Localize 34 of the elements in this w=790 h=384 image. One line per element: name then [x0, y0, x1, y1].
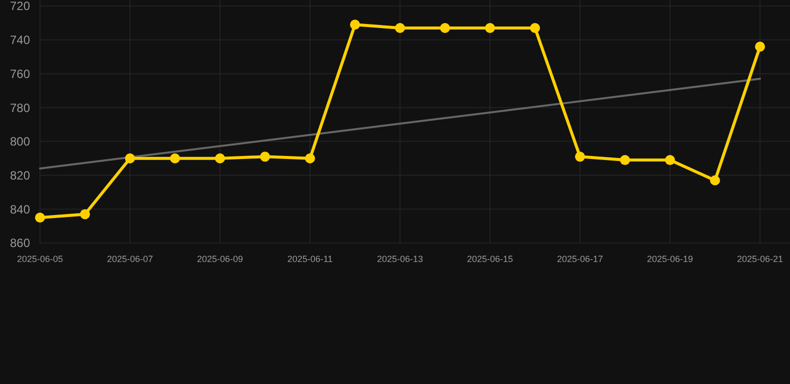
x-tick-label: 2025-06-05 — [16, 254, 64, 264]
point — [710, 175, 720, 186]
y-tick-label: 740 — [10, 33, 30, 48]
point — [530, 23, 540, 34]
y-tick-label: 780 — [10, 100, 30, 115]
y-tick-label: 820 — [10, 168, 30, 182]
point — [395, 23, 405, 34]
x-tick-label: 2025-06-15 — [466, 254, 514, 264]
x-tick-label: 2025-06-09 — [196, 254, 244, 264]
point — [35, 212, 45, 223]
point — [485, 23, 495, 34]
y-tick-label: 800 — [10, 134, 30, 149]
point — [305, 153, 315, 164]
x-tick-label: 2025-06-11 — [287, 254, 333, 264]
y-tick-label: 760 — [10, 66, 30, 81]
x-tick-label: 2025-06-07 — [106, 254, 154, 264]
point — [215, 153, 225, 164]
x-tick-label: 2025-06-17 — [556, 254, 604, 264]
point — [80, 209, 90, 220]
x-tick-label: 2025-06-21 — [736, 254, 784, 264]
point — [350, 20, 360, 30]
point — [755, 42, 765, 52]
x-tick-label: 2025-06-19 — [646, 254, 694, 264]
y-tick-label: 860 — [10, 236, 30, 250]
y-tick-label: 720 — [10, 0, 30, 14]
point — [440, 23, 450, 34]
point — [620, 155, 630, 166]
point — [575, 152, 585, 162]
point — [260, 152, 270, 162]
y-tick-label: 840 — [10, 202, 30, 216]
x-tick-label: 2025-06-13 — [376, 254, 424, 264]
point — [170, 153, 180, 164]
point — [665, 155, 675, 166]
point — [125, 153, 135, 164]
